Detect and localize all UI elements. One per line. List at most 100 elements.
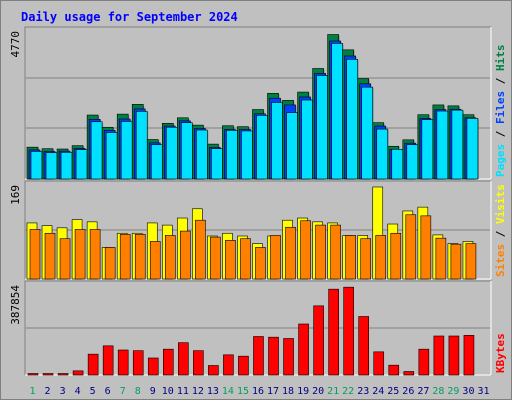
bar-sites [195, 219, 206, 280]
bar-sites [149, 241, 161, 280]
legend-entry: Hits [494, 45, 507, 72]
legend-entry: Sites [494, 244, 507, 277]
bar-pages [90, 121, 103, 180]
x-tick-label: 29 [447, 386, 459, 397]
bar-kbytes [268, 336, 279, 376]
bar-sites [44, 232, 56, 280]
x-tick-label: 15 [237, 386, 249, 397]
legend-separator: / [494, 71, 507, 91]
x-tick-label: 2 [45, 386, 51, 397]
x-tick-label: 9 [150, 386, 156, 397]
x-tick-label: 23 [357, 386, 369, 397]
bar-sites [420, 215, 432, 280]
bar-sites [345, 235, 356, 280]
bar-pages [75, 149, 88, 180]
x-tick-label: 1 [30, 386, 36, 397]
panel-visits-sites: 169 Sites / Visits [9, 180, 507, 280]
x-tick-label: 16 [252, 386, 264, 397]
bar-kbytes [298, 323, 309, 376]
bar-sites [465, 243, 477, 280]
x-tick-label: 26 [402, 386, 414, 397]
bar-sites [330, 224, 341, 280]
bar-sites [134, 234, 146, 280]
bar-kbytes [373, 351, 385, 376]
x-tick-label: 31 [477, 386, 489, 397]
y-max-label: 4770 [9, 31, 22, 58]
x-tick-label: 11 [177, 386, 189, 397]
legend-separator: / [494, 224, 507, 244]
bar-pages [30, 151, 43, 180]
bar-pages [271, 102, 283, 180]
bar-pages [316, 75, 328, 180]
bar-pages [181, 122, 193, 180]
bar-pages [196, 129, 208, 180]
bar-sites [225, 240, 236, 280]
x-tick-label: 27 [417, 386, 429, 397]
bar-sites [119, 234, 131, 280]
y-max-label: 169 [9, 185, 22, 205]
bar-pages [346, 59, 358, 180]
x-axis-labels: 1 2 3 4 5 6 7 8 9 10 11 12 13 14 15 16 17 18 19 20 21 22 23 24 2… [30, 386, 490, 397]
x-tick-label: 19 [297, 386, 309, 397]
bar-sites [89, 229, 101, 280]
bar-pages [226, 130, 238, 180]
bar-pages [436, 110, 449, 180]
bar-pages [211, 148, 223, 180]
bar-sites [375, 235, 387, 280]
bar-kbytes [328, 288, 339, 376]
bar-sites [240, 238, 251, 280]
bar-sites [104, 247, 116, 280]
bar-sites [315, 224, 326, 280]
x-tick-label: 24 [372, 386, 384, 397]
x-tick-label: 30 [462, 386, 474, 397]
bar-pages [105, 132, 118, 180]
bar-sites [74, 229, 86, 280]
x-tick-label: 14 [222, 386, 234, 397]
x-tick-label: 20 [312, 386, 324, 397]
bar-sites [390, 232, 402, 280]
bar-pages [331, 43, 343, 180]
bar-sites [210, 236, 221, 280]
bar-sites [255, 247, 266, 280]
legend-entry: Pages [494, 144, 507, 177]
bar-kbytes [208, 365, 219, 376]
bar-sites [164, 235, 176, 280]
bar-kbytes [117, 349, 129, 376]
bar-pages [361, 86, 374, 180]
bar-kbytes [358, 316, 370, 376]
x-tick-label: 18 [282, 386, 294, 397]
bar-pages [451, 109, 464, 180]
bar-kbytes [27, 373, 39, 376]
bar-kbytes [132, 350, 144, 376]
legend-hits-files-pages: Pages / Files / Hits [494, 45, 507, 178]
legend-visits-sites: Sites / Visits [494, 184, 507, 277]
bar-kbytes [253, 336, 264, 376]
bar-pages [421, 119, 434, 180]
bar-pages [391, 149, 404, 180]
chart-panels: 4770 Pages / Files / Hits 169 Sites / Visit… [9, 26, 507, 376]
x-tick-label: 13 [207, 386, 219, 397]
bar-kbytes [72, 370, 84, 376]
bar-pages [466, 118, 479, 180]
bar-sites [285, 226, 296, 280]
legend-entry: Visits [494, 184, 507, 224]
panel-kbytes: 387854 KBytes [9, 280, 507, 376]
bar-sites [29, 229, 41, 280]
legend-separator: / [494, 124, 507, 144]
bar-kbytes [463, 335, 475, 376]
y-max-label: 387854 [9, 285, 22, 325]
bar-kbytes [57, 373, 69, 376]
x-tick-label: 12 [192, 386, 204, 397]
bar-kbytes [238, 355, 249, 376]
x-tick-label: 5 [90, 386, 96, 397]
bar-pages [60, 152, 73, 180]
bar-pages [256, 115, 268, 180]
x-tick-label: 10 [162, 386, 174, 397]
bar-pages [406, 144, 419, 180]
bar-sites [180, 230, 191, 280]
chart-title: Daily usage for September 2024 [21, 10, 238, 24]
bar-kbytes [448, 335, 460, 376]
x-tick-label: 17 [267, 386, 279, 397]
bar-kbytes [102, 345, 114, 376]
